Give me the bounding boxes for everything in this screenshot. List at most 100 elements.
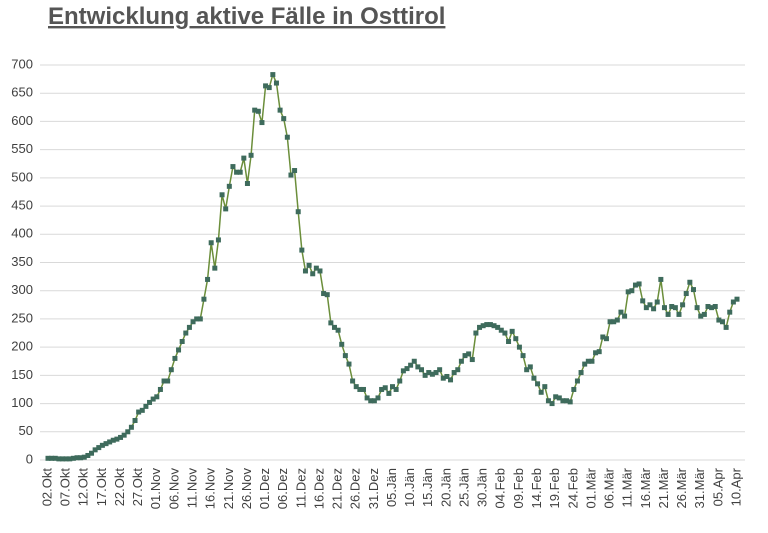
data-marker [723,324,729,330]
data-marker [350,378,356,384]
data-marker [252,107,258,113]
data-marker [632,282,638,288]
data-marker [52,455,58,461]
data-marker [201,296,207,302]
data-marker [299,247,305,253]
data-marker [618,309,624,315]
data-marker [411,358,417,364]
data-marker [234,169,240,175]
x-tick-label: 25.Jän [456,468,471,507]
data-marker [110,437,116,443]
data-marker [596,349,602,355]
data-marker [208,240,214,246]
data-marker [215,237,221,243]
data-marker [622,313,628,319]
data-marker [357,386,363,392]
data-marker [382,385,388,391]
data-marker [270,72,276,78]
x-tick-label: 10.Apr [728,467,743,506]
x-tick-label: 04.Feb [493,468,508,508]
data-marker [400,368,406,374]
x-tick-label: 31.Dez [366,468,381,509]
data-marker [462,353,468,359]
data-marker [687,279,693,285]
x-tick-label: 02.Okt [39,468,54,507]
data-marker [531,375,537,381]
data-marker [99,442,105,448]
data-marker [455,367,461,373]
chart-title: Entwicklung aktive Fälle in Osttirol [48,3,445,30]
data-marker [466,351,472,357]
data-marker [556,395,562,401]
data-marker [651,306,657,312]
data-marker [60,456,66,462]
data-marker [625,289,631,295]
data-marker [74,455,80,461]
data-marker [393,386,399,392]
data-marker [477,324,483,330]
data-marker [168,367,174,373]
data-marker [549,401,555,407]
data-marker [538,389,544,395]
data-marker [520,353,526,359]
data-marker [734,296,740,302]
data-marker [429,371,435,377]
data-marker [96,445,102,451]
data-marker [92,447,98,453]
data-marker [603,336,609,342]
data-marker [614,317,620,323]
x-tick-label: 05.Jän [384,468,399,507]
data-marker [574,378,580,384]
x-tick-label: 14.Feb [529,468,544,508]
data-marker [415,364,421,370]
data-marker [709,305,715,311]
data-marker [469,357,475,363]
data-marker [118,434,124,440]
x-tick-label: 26.Nov [239,468,254,510]
data-marker [607,319,613,325]
x-tick-label: 16.Mär [638,467,653,508]
data-marker [317,268,323,274]
data-marker [560,398,566,404]
x-tick-label: 15.Jän [420,468,435,507]
y-tick-label: 700 [11,56,33,71]
data-marker [45,455,51,461]
data-marker [226,183,232,189]
x-tick-label: 27.Okt [130,468,145,507]
data-marker [114,436,120,442]
x-tick-label: 05.Apr [710,467,725,506]
y-tick-label: 250 [11,310,33,325]
data-marker [328,320,334,326]
data-marker [647,302,653,308]
data-marker [433,370,439,376]
data-marker [535,381,541,387]
data-marker [281,116,287,122]
x-tick-label: 20.Jän [438,468,453,507]
data-marker [321,291,327,297]
x-tick-label: 01.Nov [148,468,163,510]
data-marker [451,370,457,376]
y-tick-label: 100 [11,395,33,410]
x-tick-label: 17.Okt [94,468,109,507]
data-marker [331,324,337,330]
data-marker [458,358,464,364]
data-marker [701,311,707,317]
data-marker [248,152,254,158]
data-marker [665,311,671,317]
data-marker [183,330,189,336]
data-marker [244,181,250,186]
data-marker [444,373,450,379]
data-marker [640,298,646,304]
y-tick-label: 600 [11,113,33,128]
data-marker [719,319,725,325]
data-marker [288,172,294,178]
data-marker [273,80,279,86]
data-marker [593,350,599,356]
data-marker [408,362,414,368]
data-marker [161,378,167,384]
data-marker [426,370,432,376]
data-marker [259,120,265,126]
y-tick-label: 650 [11,85,33,100]
x-tick-label: 26.Mär [674,467,689,508]
